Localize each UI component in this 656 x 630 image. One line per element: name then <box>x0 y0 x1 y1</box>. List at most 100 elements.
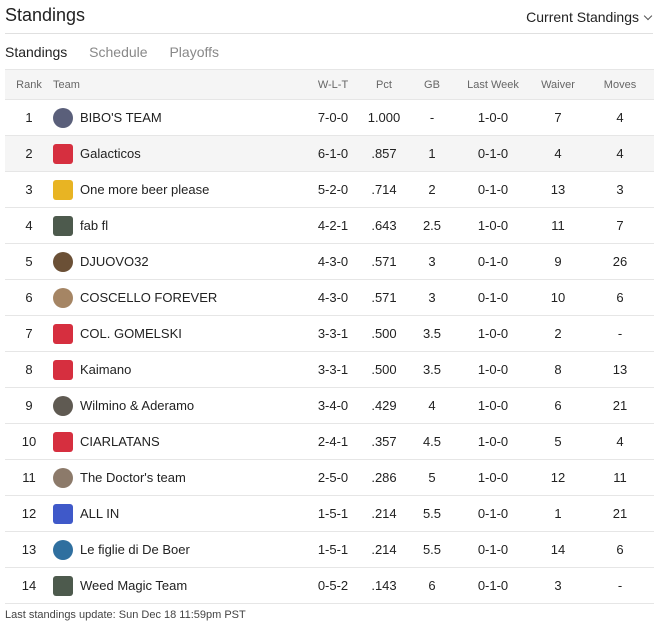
team-cell: ALL IN <box>53 495 306 532</box>
team-name-link[interactable]: fab fl <box>80 218 109 233</box>
waiver-cell: 11 <box>530 207 586 244</box>
tab-standings[interactable]: Standings <box>5 44 68 60</box>
last-week-cell: 1-0-0 <box>456 459 530 496</box>
photo-avatar-icon <box>53 251 73 272</box>
team-info: The Doctor's team <box>53 467 306 488</box>
team-name-link[interactable]: One more beer please <box>80 182 210 197</box>
team-name-link[interactable]: The Doctor's team <box>80 470 186 485</box>
team-cell: The Doctor's team <box>53 459 306 496</box>
tab-schedule[interactable]: Schedule <box>89 44 148 60</box>
gb-cell: 1 <box>408 135 456 172</box>
moves-cell: 11 <box>586 459 654 496</box>
red-jersey-icon <box>53 359 73 380</box>
table-row: 2 Galacticos 6-1-0.857 1 0-1-0 4 4 <box>5 135 654 172</box>
moves-cell: 3 <box>586 171 654 208</box>
team-name-link[interactable]: Weed Magic Team <box>80 578 188 593</box>
waiver-cell: 4 <box>530 135 586 172</box>
waiver-cell: 3 <box>530 567 586 604</box>
pct-cell: 1.000 <box>360 99 408 136</box>
pct-cell: .214 <box>360 495 408 532</box>
gb-cell: 3.5 <box>408 351 456 388</box>
team-info: BIBO'S TEAM <box>53 107 306 128</box>
dark-jersey-icon <box>53 575 73 596</box>
standings-period-dropdown[interactable]: Current Standings <box>526 9 653 25</box>
rank-cell: 11 <box>5 459 53 496</box>
team-name-link[interactable]: ALL IN <box>80 506 120 521</box>
team-name-link[interactable]: Galacticos <box>80 146 141 161</box>
team-name-link[interactable]: CIARLATANS <box>80 434 160 449</box>
wlt-cell: 7-0-0 <box>306 99 360 136</box>
table-row: 11 The Doctor's team 2-5-0.286 5 1-0-0 12 11 <box>5 459 654 496</box>
rank-cell: 5 <box>5 243 53 280</box>
gb-cell: 5.5 <box>408 495 456 532</box>
team-info: One more beer please <box>53 179 306 200</box>
team-cell: COL. GOMELSKI <box>53 315 306 352</box>
tab-playoffs[interactable]: Playoffs <box>169 44 219 60</box>
team-name-link[interactable]: Kaimano <box>80 362 132 377</box>
table-row: 7 COL. GOMELSKI 3-3-1.500 3.5 1-0-0 2- <box>5 315 654 352</box>
table-row: 13 Le figlie di De Boer 1-5-1.214 5.5 0-1-0 1… <box>5 531 654 568</box>
team-name-link[interactable]: COSCELLO FOREVER <box>80 290 218 305</box>
gb-cell: 6 <box>408 567 456 604</box>
waiver-cell: 8 <box>530 351 586 388</box>
pct-cell: .857 <box>360 135 408 172</box>
col-header-moves: Moves <box>586 69 654 100</box>
rank-cell: 2 <box>5 135 53 172</box>
last-week-cell: 0-1-0 <box>456 531 530 568</box>
standings-tabs: Standings Schedule Playoffs <box>5 44 237 60</box>
col-header-rank: Rank <box>5 69 53 100</box>
team-logo-icon <box>53 107 73 128</box>
team-cell: DJUOVO32 <box>53 243 306 280</box>
team-info: DJUOVO32 <box>53 251 306 272</box>
waiver-cell: 5 <box>530 423 586 460</box>
table-row: 9 Wilmino & Aderamo 3-4-0.429 4 1-0-0 6 21 <box>5 387 654 424</box>
gb-cell: 2 <box>408 171 456 208</box>
team-name-link[interactable]: DJUOVO32 <box>80 254 149 269</box>
rank-cell: 7 <box>5 315 53 352</box>
wlt-cell: 3-4-0 <box>306 387 360 424</box>
waiver-cell: 9 <box>530 243 586 280</box>
team-cell: COSCELLO FOREVER <box>53 279 306 316</box>
table-row: 3 One more beer please 5-2-0.714 2 0-1-0 13 3 <box>5 171 654 208</box>
wlt-cell: 3-3-1 <box>306 315 360 352</box>
table-row: 8 Kaimano 3-3-1.500 3.5 1-0-0 8 13 <box>5 351 654 388</box>
gb-cell: 4.5 <box>408 423 456 460</box>
table-row: 14 Weed Magic Team 0-5-2.143 6 0-1-0 3- <box>5 567 654 604</box>
team-name-link[interactable]: COL. GOMELSKI <box>80 326 182 341</box>
col-header-last-week: Last Week <box>456 69 530 100</box>
last-week-cell: 1-0-0 <box>456 351 530 388</box>
red-jersey-icon <box>53 323 73 344</box>
pct-cell: .500 <box>360 315 408 352</box>
team-cell: One more beer please <box>53 171 306 208</box>
rank-cell: 12 <box>5 495 53 532</box>
wlt-cell: 1-5-1 <box>306 531 360 568</box>
gb-cell: 3 <box>408 279 456 316</box>
moves-cell: - <box>586 567 654 604</box>
gb-cell: 5 <box>408 459 456 496</box>
pct-cell: .143 <box>360 567 408 604</box>
team-cell: Galacticos <box>53 135 306 172</box>
team-name-link[interactable]: Wilmino & Aderamo <box>80 398 195 413</box>
pct-cell: .429 <box>360 387 408 424</box>
wlt-cell: 4-2-1 <box>306 207 360 244</box>
team-cell: Kaimano <box>53 351 306 388</box>
red-jersey-icon <box>53 431 73 452</box>
last-update-text: Last standings update: Sun Dec 18 11:59p… <box>5 609 246 621</box>
red-jersey-icon <box>53 143 73 164</box>
team-name-link[interactable]: Le figlie di De Boer <box>80 542 190 557</box>
rank-cell: 13 <box>5 531 53 568</box>
rank-cell: 6 <box>5 279 53 316</box>
waiver-cell: 6 <box>530 387 586 424</box>
pct-cell: .714 <box>360 171 408 208</box>
dark-jersey-icon <box>53 215 73 236</box>
waiver-cell: 13 <box>530 171 586 208</box>
team-name-link[interactable]: BIBO'S TEAM <box>80 110 162 125</box>
pct-cell: .571 <box>360 279 408 316</box>
last-week-cell: 1-0-0 <box>456 99 530 136</box>
waiver-cell: 14 <box>530 531 586 568</box>
last-week-cell: 1-0-0 <box>456 387 530 424</box>
moves-cell: 4 <box>586 135 654 172</box>
team-info: ALL IN <box>53 503 306 524</box>
page-title: Standings <box>5 5 86 25</box>
rank-cell: 8 <box>5 351 53 388</box>
